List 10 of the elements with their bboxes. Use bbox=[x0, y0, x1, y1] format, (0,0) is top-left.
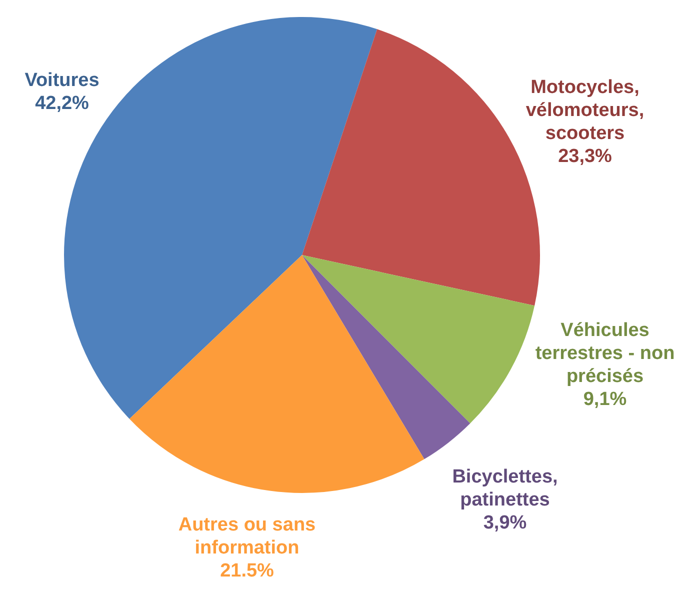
slice-label: Voitures bbox=[24, 69, 100, 92]
slice-label: Autres ou sans information bbox=[177, 514, 317, 560]
data-label: 21.5% bbox=[219, 560, 275, 582]
data-label: 42,2% bbox=[34, 92, 90, 115]
data-label: 9,1% bbox=[582, 388, 628, 411]
data-label: 3,9% bbox=[482, 512, 528, 534]
slice-label: Bicyclettes, patinettes bbox=[451, 466, 559, 512]
slice-label: Motocycles, vélomoteurs, scooters bbox=[524, 76, 646, 145]
slice-label: Véhicules terrestres - non précisés bbox=[534, 319, 676, 388]
data-label: 23,3% bbox=[557, 145, 613, 168]
